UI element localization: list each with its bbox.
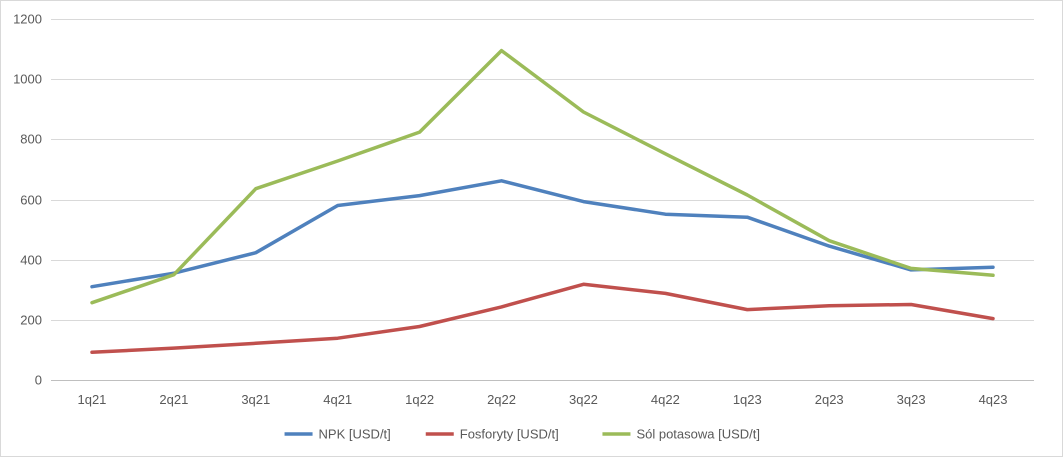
x-tick-label: 1q22 (405, 392, 434, 407)
legend-item: NPK [USD/t] (284, 427, 391, 442)
y-tick-label: 0 (35, 373, 42, 388)
x-tick-label: 3q21 (241, 392, 270, 407)
x-tick-label: 4q23 (979, 392, 1008, 407)
x-tick-label: 1q23 (733, 392, 762, 407)
x-tick-label: 2q21 (159, 392, 188, 407)
y-axis-tick-labels: 0 200 400 600 800 1000 1200 (13, 12, 42, 388)
series-lines (90, 48, 995, 355)
legend-label: NPK [USD/t] (319, 427, 391, 442)
legend-label: Fosforyty [USD/t] (460, 427, 559, 442)
legend: NPK [USD/t] Fosforyty [USD/t] Sól potasowa… (284, 427, 760, 442)
x-tick-label: 2q22 (487, 392, 516, 407)
y-tick-label: 600 (20, 193, 42, 208)
x-tick-label: 2q23 (815, 392, 844, 407)
x-tick-label: 1q21 (77, 392, 106, 407)
x-tick-label: 4q22 (651, 392, 680, 407)
y-tick-label: 800 (20, 132, 42, 147)
y-tick-label: 1000 (13, 72, 42, 87)
y-tick-label: 1200 (13, 12, 42, 27)
series-line-0 (90, 179, 995, 289)
legend-label: Sól potasowa [USD/t] (636, 427, 760, 442)
y-tick-label: 200 (20, 313, 42, 328)
gridlines (51, 19, 1034, 381)
legend-item: Sól potasowa [USD/t] (602, 427, 760, 442)
x-tick-label: 4q21 (323, 392, 352, 407)
series-line-1 (90, 282, 995, 355)
x-axis-tick-labels: 1q21 2q21 3q21 4q21 1q22 2q22 3q22 4q22 1q23 2q23… (77, 392, 1007, 407)
x-tick-label: 3q23 (897, 392, 926, 407)
x-tick-label: 3q22 (569, 392, 598, 407)
series-line-2 (90, 48, 995, 305)
y-tick-label: 400 (20, 253, 42, 268)
legend-item: Fosforyty [USD/t] (425, 427, 559, 442)
